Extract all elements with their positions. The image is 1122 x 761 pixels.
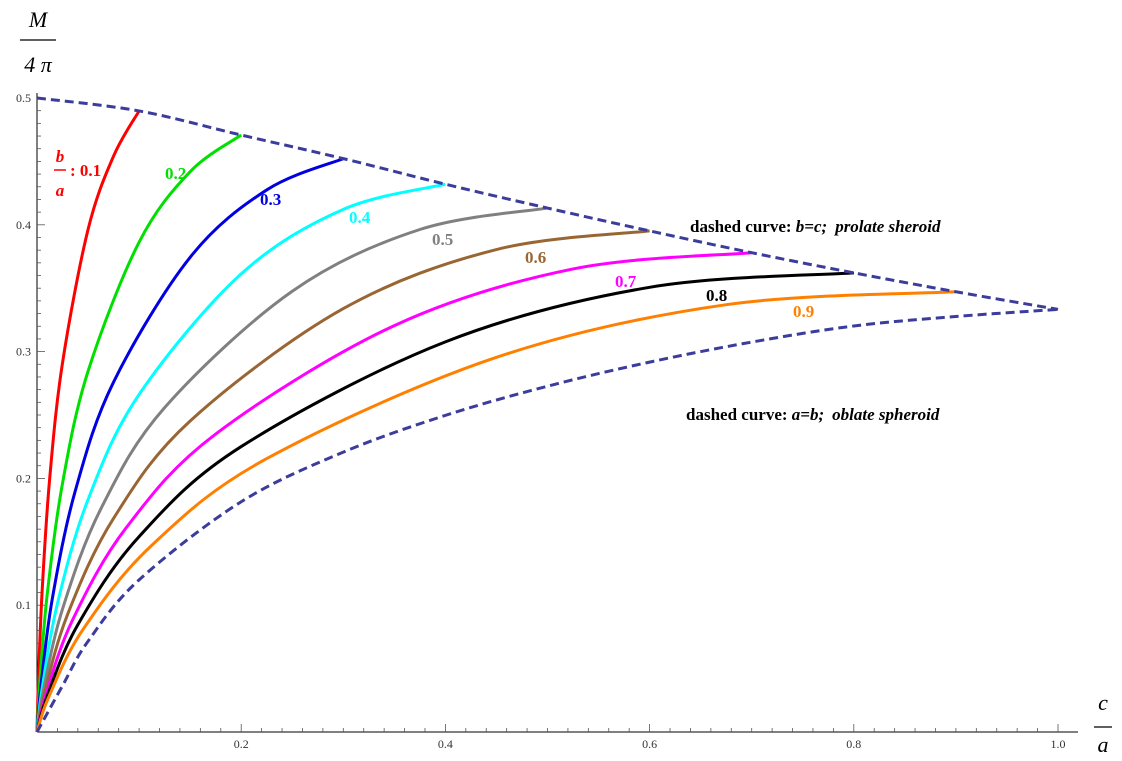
legend-prefix-numerator: b (56, 147, 65, 166)
y-tick-label: 0.3 (16, 345, 31, 359)
series-line-0.9 (35, 290, 956, 733)
curves (35, 96, 1059, 733)
series-line-0.5 (35, 206, 548, 733)
curve-labels: 0.2 0.3 0.4 0.5 0.6 0.7 0.8 0.9 (165, 164, 814, 321)
legend-prefix-value: : 0.1 (70, 161, 101, 180)
y-axis-label-numerator: M (28, 7, 49, 32)
y-axis-label: M 4 π (20, 7, 56, 77)
series-line-0.1 (35, 110, 141, 733)
dashed-boundary-curve (35, 307, 1059, 733)
legend-prefix: b a : 0.1 (54, 147, 101, 200)
y-tick-label: 0.1 (16, 598, 31, 612)
series-line-0.8 (35, 271, 854, 733)
annotation-prolate: dashed curve: b=c; prolate sheroid (690, 217, 941, 236)
series-label-0.4: 0.4 (349, 208, 371, 227)
x-axis-label: c a (1094, 690, 1112, 757)
series-line-0.4 (35, 182, 446, 733)
series-line-0.3 (35, 157, 344, 733)
series-label-0.9: 0.9 (793, 302, 814, 321)
x-axis-label-numerator: c (1098, 690, 1108, 715)
x-tick-label: 0.6 (642, 737, 657, 751)
y-tick-label: 0.2 (16, 471, 31, 485)
axes: 0.2 0.4 0.6 0.8 1.0 0.1 0.2 0.3 0.4 0.5 (16, 91, 1078, 751)
x-tick-label: 1.0 (1051, 737, 1066, 751)
series-line-0.7 (35, 251, 752, 733)
y-tick-label: 0.4 (16, 218, 31, 232)
series-label-0.5: 0.5 (432, 230, 453, 249)
series-line-0.6 (35, 229, 650, 733)
dashed-boundary-curve (36, 96, 1059, 311)
series-label-0.6: 0.6 (525, 248, 546, 267)
series-label-0.3: 0.3 (260, 190, 281, 209)
legend-prefix-denominator: a (56, 181, 65, 200)
y-tick-label: 0.5 (16, 91, 31, 105)
annotation-oblate: dashed curve: a=b; oblate spheroid (686, 405, 940, 424)
x-tick-label: 0.8 (846, 737, 861, 751)
series-line-0.2 (35, 133, 243, 733)
x-tick-label: 0.2 (234, 737, 249, 751)
x-axis-label-denominator: a (1098, 732, 1109, 757)
series-label-0.7: 0.7 (615, 272, 637, 291)
y-axis-label-denominator: 4 π (24, 52, 53, 77)
series-label-0.2: 0.2 (165, 164, 186, 183)
x-tick-label: 0.4 (438, 737, 453, 751)
series-label-0.8: 0.8 (706, 286, 727, 305)
